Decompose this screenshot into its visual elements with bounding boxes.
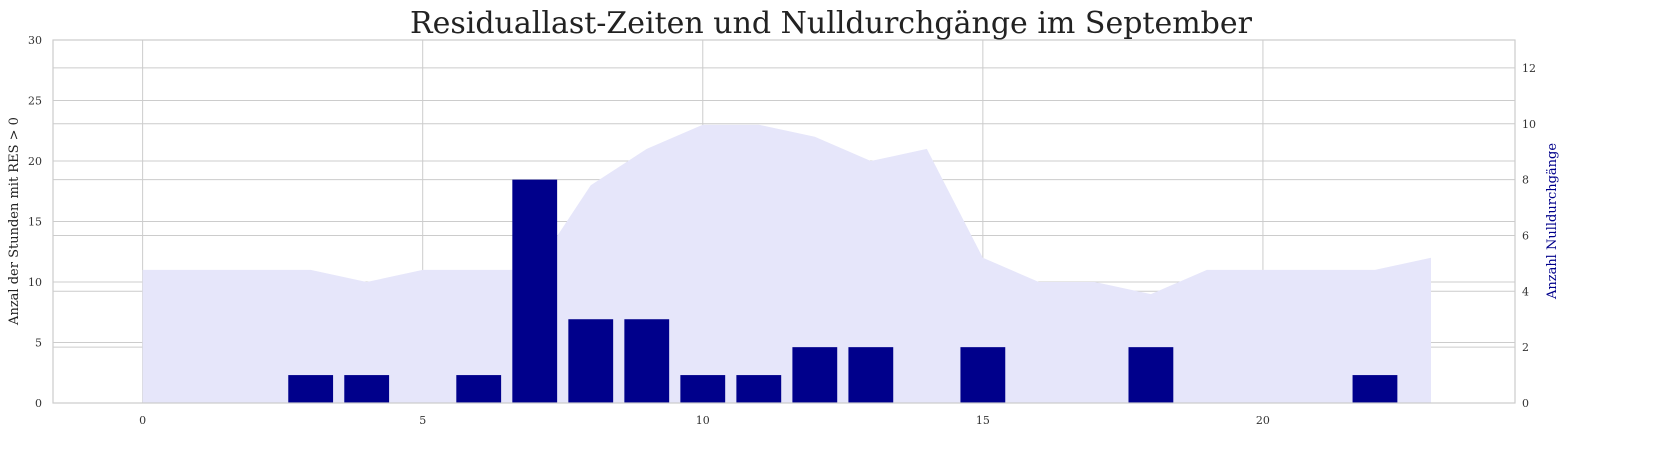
bar — [288, 375, 334, 403]
plot-frame — [52, 39, 1516, 404]
y-tick-label-right: 4 — [1522, 285, 1529, 298]
y-tick-label-left: 5 — [35, 337, 42, 350]
bar-layer — [288, 179, 1398, 403]
y-tick-label-left: 0 — [35, 397, 42, 410]
area-layer — [142, 124, 1431, 403]
chart-title: Residuallast-Zeiten und Nulldurchgänge i… — [410, 6, 1253, 41]
y-axis-label-left: Anzal der Stunden mit RES > 0 — [7, 117, 22, 326]
y-tick-label-left: 10 — [28, 276, 42, 289]
bar — [792, 347, 838, 403]
y-tick-label-right: 2 — [1522, 341, 1529, 354]
y-tick-label-right: 8 — [1522, 174, 1529, 187]
bar — [960, 347, 1006, 403]
bar — [1128, 347, 1174, 403]
y-axis-label-right: Anzahl Nulldurchgänge — [1545, 143, 1560, 300]
y-tick-label-right: 6 — [1522, 229, 1529, 242]
y-tick-label-right: 0 — [1522, 397, 1529, 410]
bar — [456, 375, 502, 403]
bar — [624, 319, 670, 403]
x-tick-label: 20 — [1256, 414, 1270, 427]
spine-layer — [52, 39, 1516, 404]
y-tick-label-left: 25 — [28, 95, 42, 108]
bar — [344, 375, 390, 403]
bar — [568, 319, 614, 403]
y-tick-label-left: 20 — [28, 155, 42, 168]
bar — [736, 375, 782, 403]
bar — [680, 375, 726, 403]
area-series — [142, 124, 1431, 403]
y-tick-label-left: 30 — [28, 34, 42, 47]
bar — [1352, 375, 1398, 403]
y-tick-label-right: 12 — [1522, 62, 1536, 75]
bar — [848, 347, 894, 403]
x-tick-label: 5 — [419, 414, 426, 427]
x-tick-label: 10 — [696, 414, 710, 427]
bar — [512, 179, 558, 403]
x-tick-label: 0 — [139, 414, 146, 427]
tick-layer: 0 5 10 15 20 0 5 10 15 20 25 30 0 2 4 6 8 10 12 — [28, 34, 1536, 427]
x-tick-label: 15 — [976, 414, 990, 427]
y-tick-label-left: 15 — [28, 216, 42, 229]
y-tick-label-right: 10 — [1522, 118, 1536, 131]
